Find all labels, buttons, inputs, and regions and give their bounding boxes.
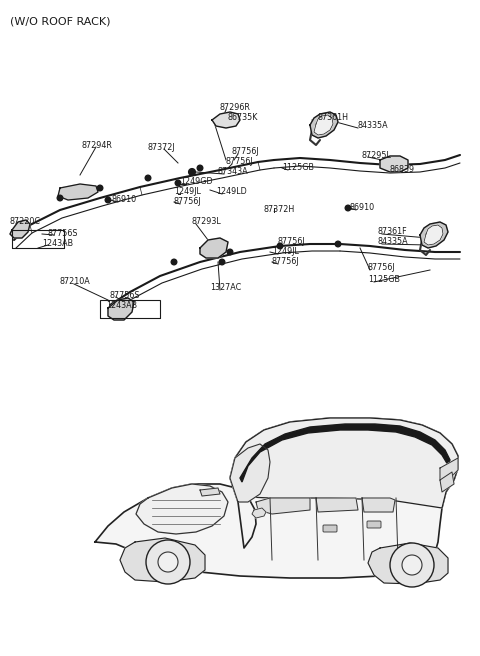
Polygon shape	[424, 225, 443, 245]
Text: 1249JL: 1249JL	[272, 247, 299, 256]
Polygon shape	[440, 472, 454, 492]
Polygon shape	[200, 488, 220, 496]
Polygon shape	[310, 112, 338, 138]
Circle shape	[171, 259, 177, 265]
Polygon shape	[380, 156, 408, 172]
Polygon shape	[316, 498, 358, 512]
Circle shape	[390, 543, 434, 587]
Polygon shape	[252, 508, 266, 518]
Text: 1249GD: 1249GD	[180, 178, 213, 186]
Text: 87756J: 87756J	[226, 157, 253, 167]
Polygon shape	[362, 498, 395, 512]
Text: 87343A: 87343A	[218, 167, 249, 176]
Polygon shape	[120, 538, 205, 582]
Text: 1125GB: 1125GB	[368, 276, 400, 285]
Circle shape	[97, 185, 103, 191]
Circle shape	[158, 552, 178, 572]
Polygon shape	[240, 424, 450, 482]
Circle shape	[219, 259, 225, 265]
FancyBboxPatch shape	[323, 525, 337, 532]
Polygon shape	[230, 444, 270, 502]
Polygon shape	[200, 238, 228, 258]
Circle shape	[175, 180, 181, 186]
Text: 1243AB: 1243AB	[106, 300, 137, 310]
Polygon shape	[95, 418, 458, 578]
Circle shape	[277, 243, 283, 249]
Text: 87372J: 87372J	[148, 142, 176, 152]
Text: 87756J: 87756J	[368, 264, 396, 272]
Circle shape	[345, 205, 351, 211]
Text: 87294R: 87294R	[82, 140, 113, 150]
Polygon shape	[212, 112, 240, 128]
Text: 87295L: 87295L	[362, 150, 392, 159]
Text: 87361H: 87361H	[318, 112, 349, 121]
Polygon shape	[58, 184, 98, 200]
Text: 87293L: 87293L	[192, 218, 222, 226]
Polygon shape	[314, 115, 333, 135]
Text: (W/O ROOF RACK): (W/O ROOF RACK)	[10, 17, 110, 27]
Text: 87756J: 87756J	[174, 197, 202, 207]
Text: 87372H: 87372H	[264, 205, 295, 215]
Circle shape	[189, 169, 195, 174]
Text: 86839: 86839	[390, 165, 415, 174]
Text: 84335A: 84335A	[358, 121, 389, 131]
Circle shape	[57, 195, 63, 201]
Text: 87756J: 87756J	[232, 148, 260, 157]
Circle shape	[105, 197, 111, 203]
Text: 1249JL: 1249JL	[174, 188, 201, 197]
Polygon shape	[230, 418, 458, 508]
Text: 1125GB: 1125GB	[282, 163, 314, 173]
Text: 87220C: 87220C	[10, 218, 41, 226]
Text: 87210A: 87210A	[60, 277, 91, 287]
Polygon shape	[256, 498, 310, 514]
Circle shape	[145, 175, 151, 181]
Polygon shape	[368, 543, 448, 584]
Text: 87756J: 87756J	[278, 237, 306, 247]
Circle shape	[197, 165, 203, 171]
Polygon shape	[136, 484, 228, 534]
Text: 87296R: 87296R	[220, 104, 251, 112]
Polygon shape	[108, 298, 134, 320]
Text: 87756J: 87756J	[272, 258, 300, 266]
Polygon shape	[440, 458, 458, 482]
Text: 87756S: 87756S	[110, 291, 141, 300]
Circle shape	[335, 241, 341, 247]
FancyBboxPatch shape	[367, 521, 381, 528]
Text: 86910: 86910	[350, 203, 375, 213]
Text: 1327AC: 1327AC	[210, 283, 241, 293]
Text: 86910: 86910	[112, 195, 137, 205]
Text: 84335A: 84335A	[378, 237, 408, 247]
Text: 87361F: 87361F	[378, 228, 408, 237]
Text: 86735K: 86735K	[228, 113, 258, 123]
Text: 1249LD: 1249LD	[216, 188, 247, 197]
Circle shape	[227, 249, 233, 255]
Circle shape	[146, 540, 190, 584]
Polygon shape	[420, 222, 448, 248]
Text: 1243AB: 1243AB	[42, 239, 73, 247]
Text: 87756S: 87756S	[48, 228, 79, 237]
Circle shape	[402, 555, 422, 575]
Polygon shape	[10, 220, 30, 238]
